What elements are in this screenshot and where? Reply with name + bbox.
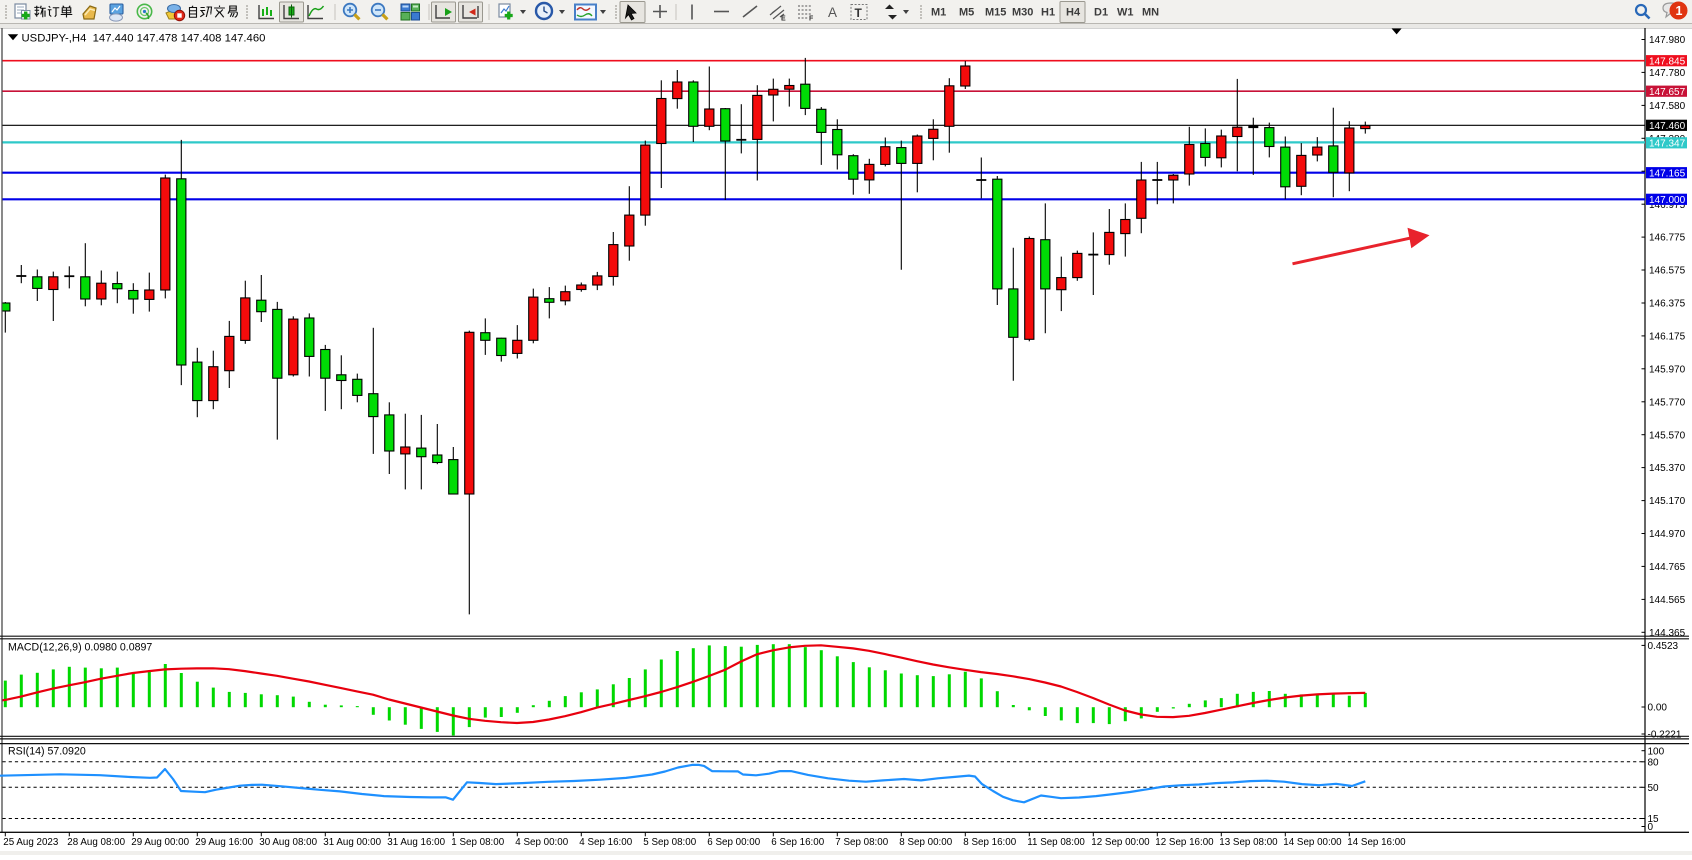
svg-text:8 Sep 16:00: 8 Sep 16:00 [963,837,1016,848]
svg-text:MN: MN [1142,7,1159,19]
svg-text:F: F [809,16,814,23]
svg-text:147.980: 147.980 [1649,35,1686,46]
svg-text:A: A [828,5,837,20]
svg-text:8 Sep 00:00: 8 Sep 00:00 [899,837,952,848]
svg-text:145.970: 145.970 [1649,364,1686,375]
svg-text:147.580: 147.580 [1649,101,1686,112]
svg-text:147.845: 147.845 [1649,56,1686,67]
svg-text:6 Sep 16:00: 6 Sep 16:00 [771,837,824,848]
svg-text:146.175: 146.175 [1649,332,1686,343]
svg-text:4 Sep 00:00: 4 Sep 00:00 [515,837,568,848]
svg-text:15: 15 [1648,814,1660,825]
svg-text:145.570: 145.570 [1649,430,1686,441]
svg-text:4 Sep 16:00: 4 Sep 16:00 [579,837,632,848]
svg-text:146.575: 146.575 [1649,266,1686,277]
svg-text:0.4523: 0.4523 [1648,641,1679,652]
svg-text:5 Sep 08:00: 5 Sep 08:00 [643,837,696,848]
svg-text:M1: M1 [931,7,946,19]
svg-text:147.657: 147.657 [1649,87,1686,98]
svg-text:14 Sep 16:00: 14 Sep 16:00 [1347,837,1406,848]
svg-text:29 Aug 00:00: 29 Aug 00:00 [131,837,189,848]
svg-text:80: 80 [1648,757,1660,768]
svg-text:146.375: 146.375 [1649,299,1686,310]
svg-text:29 Aug 16:00: 29 Aug 16:00 [195,837,253,848]
svg-text:147.000: 147.000 [1649,195,1686,206]
svg-text:25 Aug 2023: 25 Aug 2023 [3,837,59,848]
svg-text:28 Aug 08:00: 28 Aug 08:00 [67,837,125,848]
svg-text:MACD(12,26,9) 0.0980 0.0897: MACD(12,26,9) 0.0980 0.0897 [8,642,152,654]
svg-text:31 Aug 00:00: 31 Aug 00:00 [323,837,381,848]
svg-text:RSI(14) 57.0920: RSI(14) 57.0920 [8,746,86,758]
svg-text:144.365: 144.365 [1649,628,1686,639]
svg-text:30 Aug 08:00: 30 Aug 08:00 [259,837,317,848]
svg-text:146.975: 146.975 [1649,200,1686,211]
svg-text:147.780: 147.780 [1649,68,1686,79]
svg-text:147.347: 147.347 [1649,139,1686,150]
svg-text:0: 0 [1648,822,1654,833]
svg-text:1: 1 [1676,4,1683,18]
svg-text:USDJPY-,H4 147.440 147.478 14: USDJPY-,H4 147.440 147.478 147.408 147.4… [22,33,266,45]
svg-text:W1: W1 [1117,7,1134,19]
svg-text:147.460: 147.460 [1649,121,1686,132]
svg-text:14 Sep 00:00: 14 Sep 00:00 [1283,837,1342,848]
svg-text:144.765: 144.765 [1649,562,1686,573]
svg-text:-0.2221: -0.2221 [1648,730,1682,741]
svg-text:M5: M5 [959,7,974,19]
svg-text:T: T [855,6,863,20]
svg-text:147.165: 147.165 [1649,168,1686,179]
svg-text:12 Sep 00:00: 12 Sep 00:00 [1091,837,1150,848]
svg-text:7 Sep 08:00: 7 Sep 08:00 [835,837,888,848]
svg-text:0.00: 0.00 [1648,703,1668,714]
svg-text:1 Sep 08:00: 1 Sep 08:00 [451,837,504,848]
svg-text:145.770: 145.770 [1649,397,1686,408]
svg-text:145.370: 145.370 [1649,463,1686,474]
svg-text:D1: D1 [1094,7,1108,19]
svg-text:H1: H1 [1041,7,1055,19]
svg-text:E: E [781,16,786,23]
svg-text:145.170: 145.170 [1649,496,1686,507]
svg-text:H4: H4 [1066,7,1081,19]
svg-text:31 Aug 16:00: 31 Aug 16:00 [387,837,445,848]
svg-text:144.565: 144.565 [1649,595,1686,606]
svg-text:M30: M30 [1012,7,1033,19]
svg-text:146.775: 146.775 [1649,233,1686,244]
svg-text:11 Sep 08:00: 11 Sep 08:00 [1027,837,1085,848]
svg-text:144.970: 144.970 [1649,529,1686,540]
svg-text:12 Sep 16:00: 12 Sep 16:00 [1155,837,1214,848]
svg-text:100: 100 [1648,746,1665,757]
svg-text:50: 50 [1648,783,1660,794]
svg-text:13 Sep 08:00: 13 Sep 08:00 [1219,837,1278,848]
svg-text:M15: M15 [985,7,1006,19]
svg-text:6 Sep 00:00: 6 Sep 00:00 [707,837,760,848]
